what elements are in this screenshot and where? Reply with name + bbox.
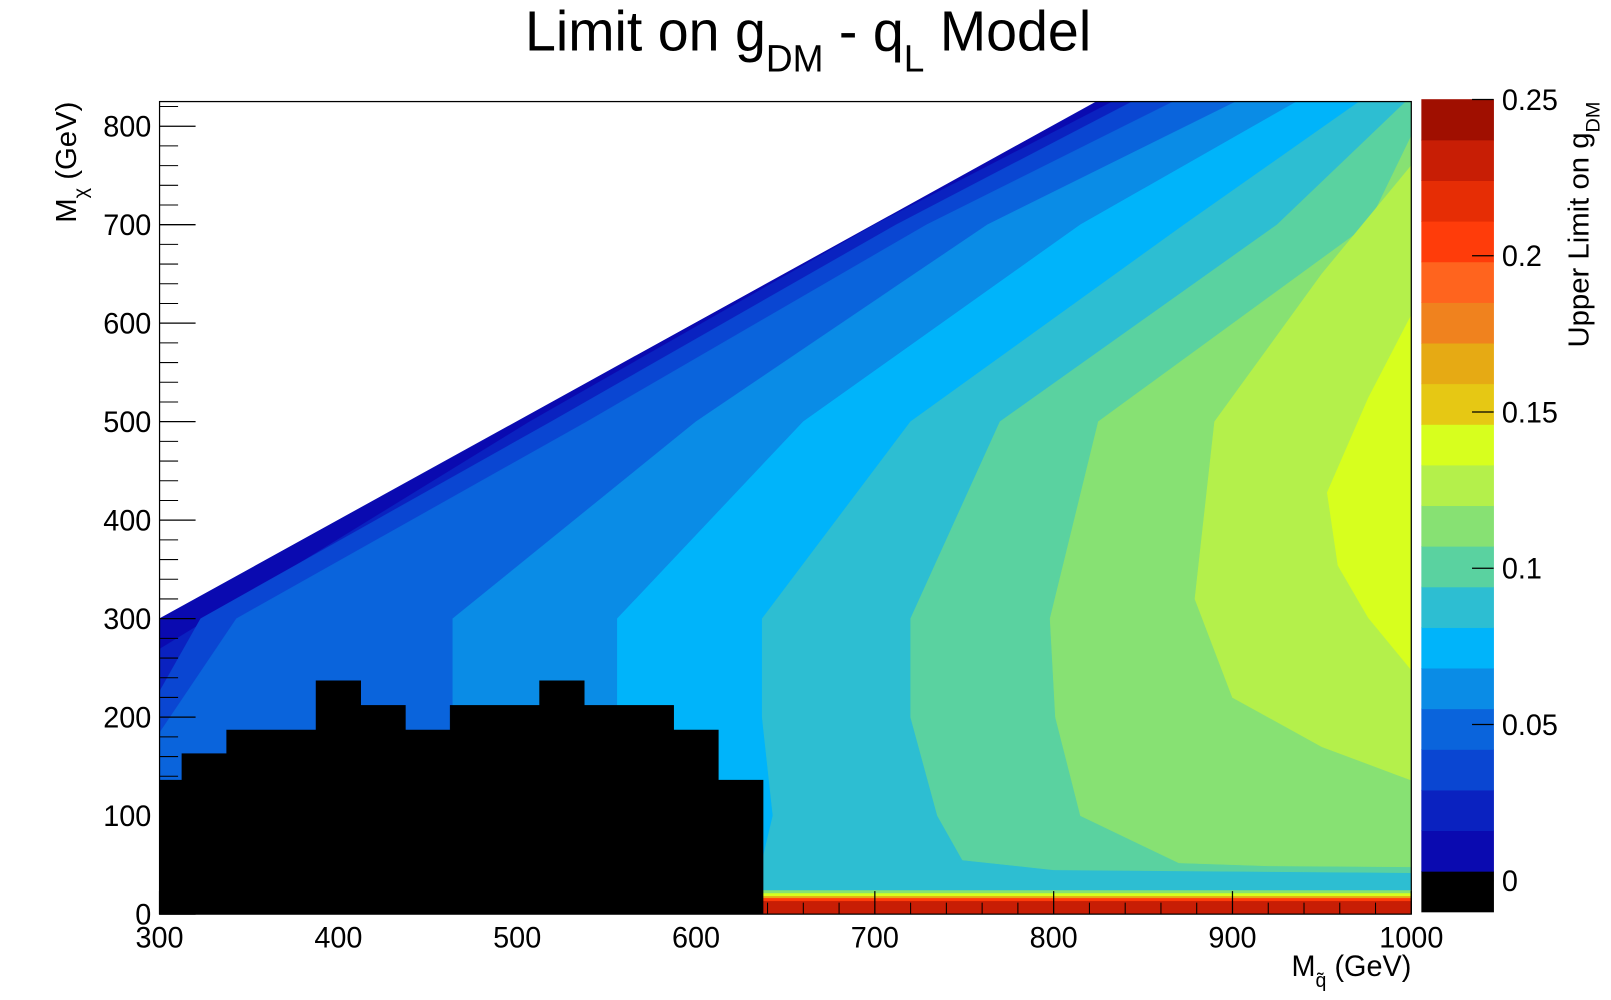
x-tick-label: 900 (1208, 922, 1256, 954)
y-tick-label: 100 (103, 801, 151, 833)
x-tick-label: 500 (493, 922, 541, 954)
x-tick-label: 300 (136, 922, 184, 954)
x-tick-label: 1000 (1379, 922, 1443, 954)
z-tick-label: 0.25 (1502, 85, 1558, 117)
z-tick-label: 0 (1502, 866, 1518, 898)
z-axis-label: Upper Limit on gDM (1564, 102, 1605, 348)
text-run: M (1292, 951, 1316, 983)
text-run: Model (924, 0, 1091, 62)
y-axis-label: Mχ (GeV) (51, 102, 92, 223)
y-tick-label: 700 (103, 210, 151, 242)
contour-region (1194, 165, 1412, 781)
text-run: M (51, 198, 83, 222)
z-tick-label: 0.15 (1502, 397, 1558, 429)
color-bar-band (1421, 383, 1494, 425)
subscript: DM (1582, 102, 1604, 133)
color-bar-band (1421, 180, 1494, 222)
x-tick-label: 400 (314, 922, 362, 954)
color-bar-band (1421, 789, 1494, 832)
text-run: (GeV) (1326, 951, 1411, 983)
color-bar-band (1421, 139, 1494, 181)
z-tick-label: 0.2 (1502, 241, 1542, 273)
y-tick-label: 200 (103, 702, 151, 734)
contour-area (159, 101, 1412, 915)
color-bar-band (1421, 586, 1494, 628)
text-run: (GeV) (51, 102, 83, 188)
plot-frame (158, 100, 1412, 915)
x-axis-label: Mq̃ (GeV) (1292, 951, 1412, 992)
x-tick-label: 800 (1030, 922, 1078, 954)
color-bar-band (1421, 546, 1494, 588)
y-tick-label: 0 (135, 899, 151, 931)
color-bar-band (1421, 749, 1494, 791)
y-tick-label: 600 (103, 308, 151, 340)
subscript: χ (70, 187, 92, 198)
color-bar-band (1421, 302, 1494, 344)
x-tick-label: 600 (672, 922, 720, 954)
subscript: DM (766, 37, 824, 79)
y-tick-label: 800 (103, 111, 151, 143)
subscript: q̃ (1316, 970, 1327, 992)
chart-title: Limit on gDM - qL Model (525, 0, 1091, 80)
x-tick-label: 700 (851, 922, 899, 954)
contour-region (159, 680, 764, 915)
color-bar-band (1421, 99, 1494, 141)
z-tick-label: 0.05 (1502, 710, 1558, 742)
subscript: L (904, 37, 925, 79)
z-tick-label: 0.1 (1502, 554, 1542, 586)
color-bar-band (1421, 668, 1494, 710)
color-bar-band (1421, 871, 1494, 913)
y-tick-label: 500 (103, 407, 151, 439)
contour-region (1326, 315, 1412, 671)
color-bar-band (1421, 261, 1494, 303)
color-bar-band (1421, 505, 1494, 547)
color-bar-band (1421, 830, 1494, 872)
color-bar-band (1421, 424, 1494, 466)
text-run: - q (823, 0, 903, 62)
color-bar-band (1421, 342, 1494, 385)
y-tick-label: 400 (103, 505, 151, 537)
color-bar-band (1421, 708, 1494, 750)
text-run: Limit on g (525, 0, 766, 62)
y-tick-label: 300 (103, 604, 151, 636)
contour-region (762, 901, 1412, 915)
color-bar-band (1421, 627, 1494, 669)
text-run: Upper Limit on g (1564, 133, 1596, 348)
color-bar-band (1421, 464, 1494, 507)
